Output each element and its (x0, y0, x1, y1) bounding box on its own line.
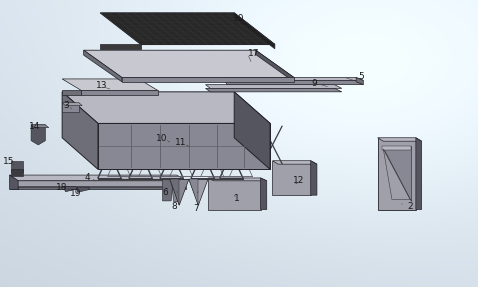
Polygon shape (100, 13, 275, 44)
Polygon shape (171, 179, 179, 201)
Polygon shape (31, 125, 45, 145)
Text: 17: 17 (248, 49, 259, 59)
Text: 10: 10 (156, 134, 167, 143)
Polygon shape (98, 123, 270, 169)
Text: 19: 19 (70, 189, 81, 198)
Polygon shape (208, 178, 261, 210)
Polygon shape (356, 77, 363, 85)
Polygon shape (382, 146, 411, 201)
Polygon shape (62, 92, 270, 123)
Polygon shape (11, 161, 23, 172)
Polygon shape (378, 138, 416, 210)
Polygon shape (170, 179, 179, 205)
Text: 12: 12 (293, 176, 304, 185)
Polygon shape (62, 79, 158, 90)
Polygon shape (84, 50, 294, 77)
Text: 1: 1 (234, 194, 239, 203)
Polygon shape (311, 161, 317, 195)
Text: 4: 4 (84, 173, 90, 183)
Polygon shape (81, 90, 158, 95)
Polygon shape (256, 50, 294, 82)
Polygon shape (122, 77, 294, 82)
Polygon shape (31, 125, 49, 128)
Polygon shape (272, 161, 317, 164)
Text: 15: 15 (3, 157, 14, 166)
Text: 18: 18 (56, 183, 68, 192)
Polygon shape (208, 178, 267, 181)
Polygon shape (225, 77, 363, 80)
Polygon shape (163, 179, 173, 201)
Text: 5: 5 (358, 72, 364, 82)
Polygon shape (62, 92, 98, 169)
Polygon shape (225, 80, 363, 85)
Polygon shape (65, 187, 77, 192)
Polygon shape (378, 138, 422, 141)
Text: 10: 10 (233, 14, 245, 23)
Polygon shape (261, 178, 267, 210)
Polygon shape (62, 103, 79, 112)
Polygon shape (18, 187, 186, 189)
Text: 6: 6 (162, 188, 168, 197)
Text: 11: 11 (175, 138, 186, 148)
Polygon shape (189, 179, 198, 205)
Polygon shape (234, 13, 275, 49)
Text: 14: 14 (29, 122, 40, 131)
Polygon shape (189, 179, 208, 205)
Polygon shape (10, 175, 18, 189)
Polygon shape (62, 90, 81, 95)
Polygon shape (206, 85, 342, 88)
Polygon shape (382, 146, 411, 150)
Text: 9: 9 (312, 79, 317, 88)
Polygon shape (10, 181, 186, 187)
Polygon shape (170, 179, 189, 205)
Polygon shape (206, 88, 342, 92)
Polygon shape (10, 175, 186, 181)
Text: 2: 2 (407, 201, 413, 211)
Polygon shape (84, 50, 122, 82)
Text: 3: 3 (63, 101, 69, 110)
Polygon shape (234, 92, 270, 169)
Polygon shape (11, 169, 23, 176)
Text: 13: 13 (96, 81, 107, 90)
Text: 8: 8 (172, 202, 177, 211)
Polygon shape (77, 187, 90, 192)
Polygon shape (272, 161, 311, 195)
Polygon shape (100, 44, 141, 49)
Polygon shape (416, 138, 422, 210)
Polygon shape (62, 103, 82, 106)
Polygon shape (10, 187, 18, 189)
Text: 7: 7 (193, 203, 199, 213)
